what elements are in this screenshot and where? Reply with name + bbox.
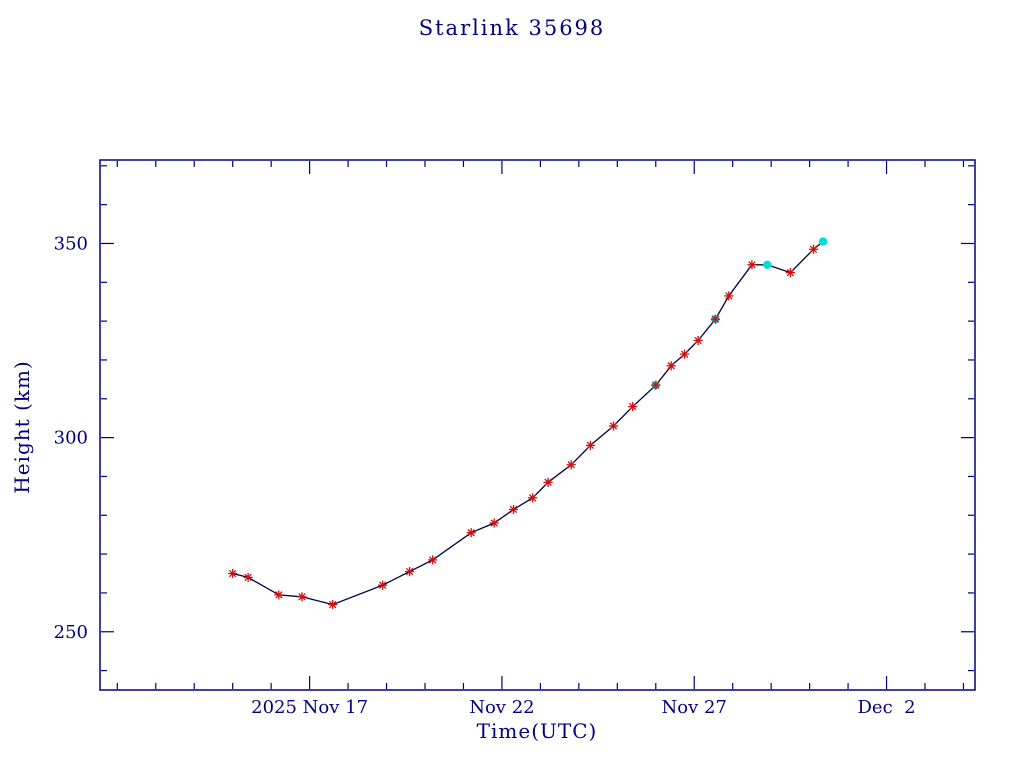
y-tick-label: 350	[54, 233, 88, 254]
chart-title: Starlink 35698	[418, 16, 606, 40]
red-star-marker	[508, 504, 519, 515]
y-axis-label: Height (km)	[10, 360, 34, 494]
y-tick-label: 300	[54, 428, 88, 449]
red-star-marker	[466, 528, 476, 538]
red-star-marker	[243, 572, 253, 582]
x-tick-label: 2025 Nov 17	[251, 697, 368, 718]
y-tick-label: 250	[54, 622, 88, 643]
red-star-marker	[585, 440, 595, 450]
red-star-marker	[378, 580, 388, 590]
red-star-marker	[651, 380, 661, 390]
red-star-marker	[428, 555, 438, 565]
red-star-marker	[808, 244, 819, 254]
red-star-marker	[566, 460, 576, 470]
red-star-marker	[693, 335, 703, 346]
cyan-dot-marker	[763, 260, 772, 270]
red-star-marker	[405, 567, 415, 577]
x-tick-label: Nov 27	[662, 697, 727, 718]
red-star-marker	[328, 600, 338, 610]
height-line	[232, 240, 824, 606]
red-star-marker	[228, 568, 238, 579]
red-star-marker	[680, 349, 690, 359]
red-star-marker	[274, 590, 284, 600]
plot-frame	[99, 159, 976, 691]
red-star-marker	[489, 518, 499, 528]
x-tick-label: Dec 2	[858, 697, 916, 718]
red-star-marker	[528, 493, 538, 503]
x-tick-label: Nov 22	[469, 697, 534, 718]
x-axis-label: Time(UTC)	[476, 719, 598, 743]
red-star-marker	[628, 402, 638, 412]
red-star-marker	[297, 592, 307, 602]
red-star-marker	[785, 268, 795, 278]
red-star-marker	[724, 291, 734, 301]
red-star-marker	[747, 260, 757, 270]
red-star-marker	[543, 477, 553, 487]
cyan-dot-marker	[818, 237, 828, 246]
red-star-marker	[710, 314, 720, 324]
red-star-marker	[666, 361, 676, 371]
red-star-marker	[608, 421, 619, 431]
